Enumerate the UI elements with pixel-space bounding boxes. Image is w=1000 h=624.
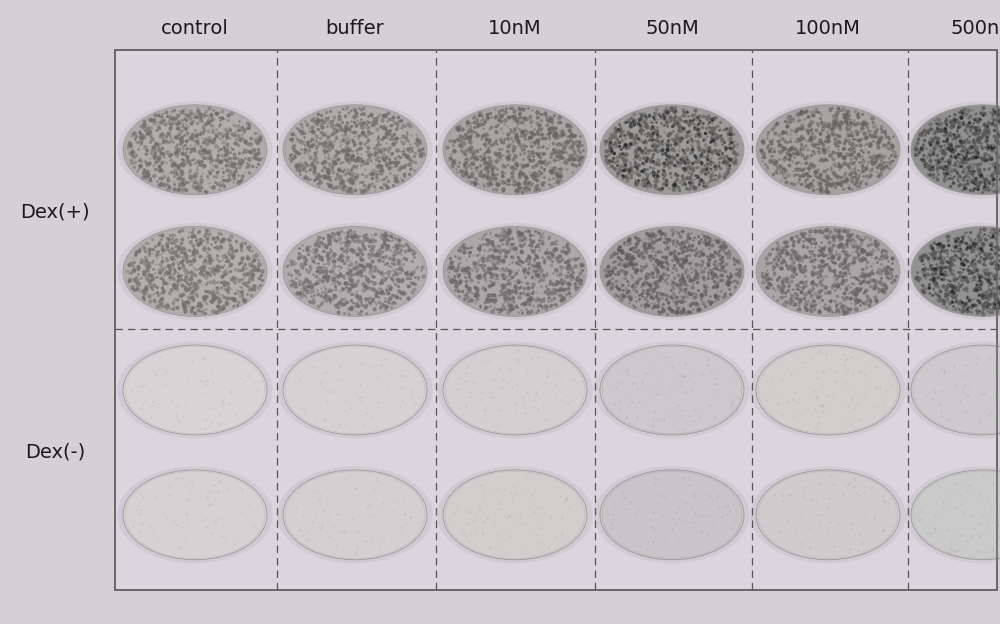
Circle shape — [283, 470, 427, 560]
Circle shape — [756, 105, 900, 195]
Circle shape — [905, 223, 1000, 320]
Circle shape — [750, 101, 906, 198]
Circle shape — [277, 101, 433, 198]
Text: 100nM: 100nM — [795, 19, 861, 37]
Circle shape — [123, 470, 267, 560]
Circle shape — [117, 466, 273, 563]
Bar — [115, 50, 997, 590]
Circle shape — [283, 227, 427, 316]
Circle shape — [594, 101, 750, 198]
Circle shape — [911, 470, 1000, 560]
Circle shape — [123, 345, 267, 435]
Circle shape — [600, 227, 744, 316]
Circle shape — [437, 341, 593, 439]
Circle shape — [117, 101, 273, 198]
Circle shape — [437, 223, 593, 320]
Text: buffer: buffer — [326, 19, 384, 37]
Circle shape — [905, 101, 1000, 198]
Circle shape — [443, 345, 587, 435]
Circle shape — [117, 341, 273, 439]
Circle shape — [123, 105, 267, 195]
Circle shape — [594, 223, 750, 320]
Circle shape — [756, 345, 900, 435]
Text: 500nM: 500nM — [950, 19, 1000, 37]
Circle shape — [437, 466, 593, 563]
Text: control: control — [161, 19, 229, 37]
Circle shape — [123, 227, 267, 316]
Circle shape — [594, 341, 750, 439]
Circle shape — [443, 105, 587, 195]
Circle shape — [117, 223, 273, 320]
Text: Dex(+): Dex(+) — [20, 203, 90, 222]
Circle shape — [756, 470, 900, 560]
Circle shape — [750, 466, 906, 563]
Text: Dex(-): Dex(-) — [25, 443, 85, 462]
Circle shape — [443, 470, 587, 560]
Circle shape — [283, 105, 427, 195]
Circle shape — [600, 105, 744, 195]
Circle shape — [750, 341, 906, 439]
Circle shape — [277, 341, 433, 439]
Circle shape — [911, 345, 1000, 435]
Circle shape — [905, 341, 1000, 439]
Circle shape — [283, 345, 427, 435]
Circle shape — [750, 223, 906, 320]
Circle shape — [437, 101, 593, 198]
Circle shape — [443, 227, 587, 316]
Circle shape — [911, 105, 1000, 195]
Circle shape — [277, 223, 433, 320]
Circle shape — [600, 345, 744, 435]
Circle shape — [600, 470, 744, 560]
Text: 10nM: 10nM — [488, 19, 542, 37]
Circle shape — [911, 227, 1000, 316]
Circle shape — [594, 466, 750, 563]
Circle shape — [905, 466, 1000, 563]
Circle shape — [756, 227, 900, 316]
Text: 50nM: 50nM — [645, 19, 699, 37]
Circle shape — [277, 466, 433, 563]
